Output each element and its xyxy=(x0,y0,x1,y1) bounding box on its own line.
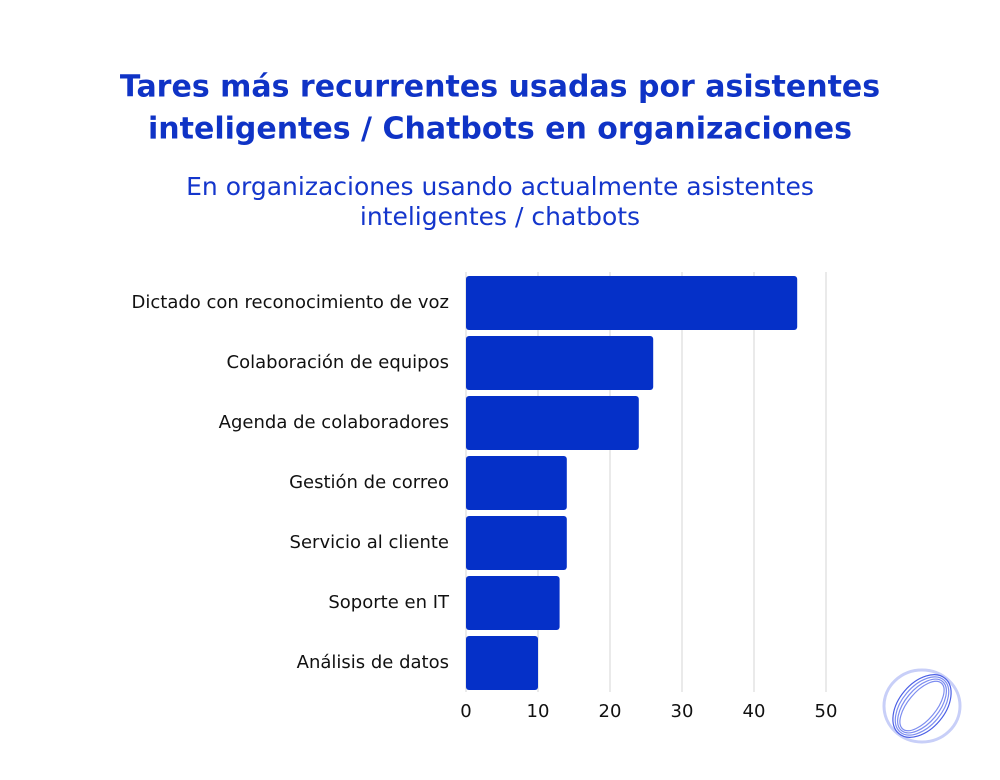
y-tick-label: Agenda de colaboradores xyxy=(219,412,449,433)
bar xyxy=(466,396,639,450)
bar xyxy=(466,516,567,570)
y-tick-label: Servicio al cliente xyxy=(290,532,449,553)
x-tick-label: 40 xyxy=(743,701,766,722)
y-tick-label: Soporte en IT xyxy=(328,592,450,613)
x-tick-label: 0 xyxy=(460,701,471,722)
bar xyxy=(466,576,560,630)
y-tick-label: Análisis de datos xyxy=(297,652,449,673)
x-tick-label: 20 xyxy=(599,701,622,722)
chart-title: inteligentes / Chatbots en organizacione… xyxy=(148,112,852,147)
y-tick-label: Colaboración de equipos xyxy=(227,352,449,373)
chart-subtitle: En organizaciones usando actualmente asi… xyxy=(186,172,814,201)
y-tick-label: Dictado con reconocimiento de voz xyxy=(132,292,450,313)
bar xyxy=(466,276,798,330)
bar xyxy=(466,456,567,510)
x-tick-label: 50 xyxy=(815,701,838,722)
logo xyxy=(882,668,962,744)
chart-title: Tares más recurrentes usadas por asisten… xyxy=(120,70,880,105)
bar xyxy=(466,636,538,690)
x-tick-label: 10 xyxy=(527,701,550,722)
x-tick-label: 30 xyxy=(671,701,694,722)
y-tick-label: Gestión de correo xyxy=(289,472,449,493)
bar xyxy=(466,336,654,390)
chart-subtitle: inteligentes / chatbots xyxy=(360,202,640,231)
